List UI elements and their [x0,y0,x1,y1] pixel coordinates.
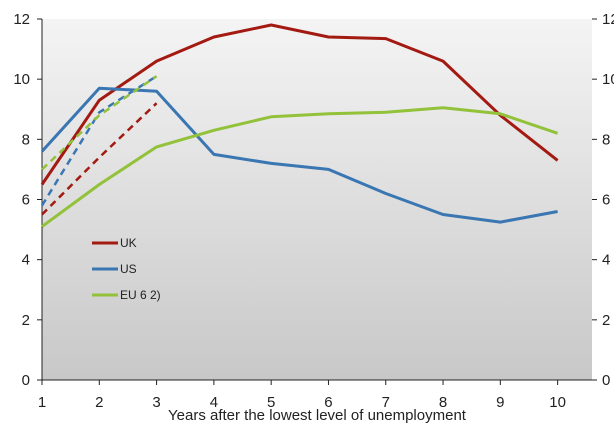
x-tick-label: 8 [439,394,447,411]
x-tick-label: 6 [324,394,332,411]
y-tick-label-left: 10 [13,71,30,88]
y-tick-label-right: 0 [602,372,610,389]
series-line-series-3-dashed [41,102,158,216]
x-tick-label: 9 [496,394,504,411]
plot-area-background [42,19,592,380]
x-tick-label: 1 [38,394,46,411]
legend: UK US EU 6 2) [92,236,161,302]
y-tick-label-left: 2 [22,312,30,329]
y-tick-label-left: 6 [22,192,30,209]
y-tick-label-right: 6 [602,192,610,209]
series-line-uk [40,23,559,186]
y-tick-label-left: 12 [13,11,30,28]
series-lines [40,23,559,228]
y-tick-label-right: 8 [602,131,610,148]
y-tick-label-right: 12 [602,11,614,28]
x-tick-label: 4 [210,394,218,411]
x-tick-label: 10 [549,394,566,411]
y-tick-label-left: 8 [22,131,30,148]
y-tick-label-right: 4 [602,252,610,269]
x-tick-label: 7 [382,394,390,411]
x-axis-title: Years after the lowest level of unemploy… [168,407,467,424]
series-line-us [40,86,558,224]
x-tick-label: 3 [152,394,160,411]
y-tick-label-right: 2 [602,312,610,329]
axes: 00224466881010121212345678910 [13,11,614,411]
x-tick-label: 5 [267,394,275,411]
y-tick-label-left: 4 [22,252,30,269]
legend-label: UK [120,236,137,250]
legend-label: EU 6 2) [120,288,161,302]
x-tick-label: 2 [95,394,103,411]
y-tick-label-left: 0 [22,372,30,389]
legend-label: US [120,262,137,276]
series-line-eu-6-2 [41,106,559,228]
y-tick-label-right: 10 [602,71,614,88]
series-line-series-5-dashed [41,75,158,171]
series-line-series-4-dashed [40,75,158,207]
